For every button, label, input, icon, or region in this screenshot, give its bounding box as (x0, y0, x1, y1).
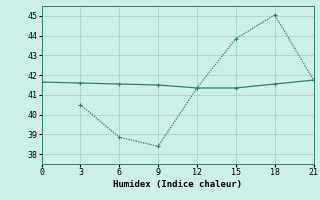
X-axis label: Humidex (Indice chaleur): Humidex (Indice chaleur) (113, 180, 242, 189)
